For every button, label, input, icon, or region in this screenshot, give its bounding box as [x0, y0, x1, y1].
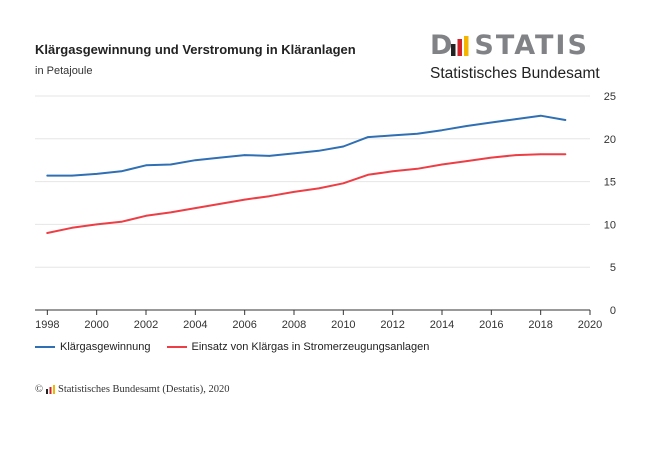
- series-2-point-2004: [194, 207, 197, 209]
- series-2-point-2012: [391, 170, 394, 173]
- x-tick-label-2018: 2018: [528, 319, 552, 331]
- series-2-point-2018: [539, 153, 542, 156]
- series-2-point-2014: [441, 163, 443, 166]
- series-2-point-2005: [219, 203, 221, 205]
- x-tick-label-2004: 2004: [183, 319, 207, 331]
- chart-subtitle: in Petajoule: [35, 65, 93, 77]
- y-tick-label-0: 0: [610, 305, 616, 317]
- series-2-point-2000: [95, 223, 98, 226]
- x-tick-label-2016: 2016: [479, 319, 503, 331]
- series-2-point-1998: [46, 232, 49, 234]
- series-2-point-2011: [367, 173, 369, 176]
- y-tick-label-20: 20: [604, 134, 616, 146]
- logo-bar-red: [457, 39, 462, 56]
- x-tick-label-2006: 2006: [232, 319, 256, 331]
- series-2-point-1999: [71, 227, 73, 229]
- legend-swatch-series-2: [166, 346, 187, 348]
- series-1-point-2008: [293, 152, 295, 155]
- logo-wordmark: D STATIS: [430, 30, 589, 61]
- logo-flag-bars-icon: [451, 36, 469, 56]
- x-tick-label-2002: 2002: [134, 319, 158, 331]
- logo-bar-black: [451, 44, 456, 56]
- series-2-point-2003: [169, 211, 172, 214]
- destatis-logo: D STATIS Statistisches Bundesamt: [430, 30, 600, 86]
- y-tick-label-25: 25: [604, 91, 616, 103]
- series-1-point-2003: [169, 163, 172, 166]
- series-line-2: [46, 153, 567, 234]
- mini-logo-bars-icon: [45, 385, 55, 394]
- series-1-point-2004: [194, 159, 197, 161]
- chart-title: Klärgasgewinnung und Verstromung in Klär…: [35, 42, 356, 57]
- source-text: Statistisches Bundesamt (Destatis), 2020: [57, 384, 230, 395]
- series-2-point-2002: [145, 215, 147, 217]
- series-1-point-1998: [46, 174, 49, 177]
- logo-bar-gold: [464, 36, 469, 56]
- series-1-point-2013: [416, 132, 419, 135]
- mini-bar-red: [49, 387, 52, 394]
- series-1-point-2009: [317, 149, 320, 152]
- y-tick-label-15: 15: [604, 177, 616, 189]
- y-tick-label-10: 10: [604, 219, 616, 231]
- series-1-point-2001: [120, 170, 123, 173]
- series-2-point-2017: [515, 154, 517, 156]
- series-2-point-2015: [465, 160, 468, 162]
- series-1-point-2010: [342, 145, 345, 148]
- x-tick-label-2008: 2008: [282, 319, 306, 331]
- x-tick-label-2012: 2012: [380, 319, 404, 331]
- mini-bar-gold: [52, 385, 55, 394]
- x-tick-label-2020: 2020: [578, 319, 602, 331]
- series-2-point-2010: [342, 182, 345, 185]
- series-2-point-2008: [293, 191, 295, 193]
- source-note: © Statistisches Bundesamt (Destatis), 20…: [35, 384, 229, 395]
- series-1-point-2011: [367, 136, 369, 138]
- series-line-1: [46, 114, 567, 177]
- x-tick-label-2014: 2014: [430, 319, 454, 331]
- legend-label-series-1: Klärgasgewinnung: [60, 341, 151, 353]
- series-1-point-1999: [71, 174, 73, 177]
- series-1-point-2005: [219, 156, 221, 159]
- x-tick-label-2010: 2010: [331, 319, 355, 331]
- x-tick-label-2000: 2000: [84, 319, 108, 331]
- legend-swatch-series-1: [35, 346, 55, 348]
- series-2-point-2007: [268, 195, 271, 197]
- legend-item-series-2: Einsatz von Klärgas in Stromerzeugungsan…: [166, 341, 430, 353]
- logo-tagline: Statistisches Bundesamt: [430, 65, 600, 82]
- series-1-point-2016: [490, 121, 493, 124]
- series-1-point-2017: [515, 118, 517, 120]
- series-1-point-2014: [441, 129, 443, 132]
- series-2-point-2006: [243, 198, 246, 201]
- series-2-point-2019: [564, 153, 567, 156]
- legend-label-series-2: Einsatz von Klärgas in Stromerzeugungsan…: [191, 341, 430, 353]
- series-1-point-2007: [268, 155, 271, 157]
- x-tick-label-1998: 1998: [35, 319, 59, 331]
- legend-item-series-1: Klärgasgewinnung: [35, 341, 151, 353]
- copyright-symbol: ©: [35, 384, 43, 395]
- series-1-point-2000: [95, 173, 98, 175]
- chart-legend: Klärgasgewinnung Einsatz von Klärgas in …: [35, 341, 445, 353]
- mini-bar-black: [45, 389, 48, 394]
- y-tick-label-5: 5: [610, 262, 616, 274]
- series-1-point-2002: [145, 164, 147, 167]
- series-1-point-2012: [391, 134, 394, 137]
- series-2-point-2016: [490, 156, 493, 159]
- logo-wordmark-right: STATIS: [474, 30, 589, 61]
- series-2-point-2009: [317, 187, 320, 190]
- series-1-point-2018: [539, 114, 542, 117]
- logo-wordmark-left: D: [430, 30, 455, 61]
- series-2-point-2001: [120, 221, 123, 223]
- series-1-point-2019: [564, 119, 567, 121]
- series-2-point-2013: [416, 167, 419, 170]
- series-1-point-2015: [465, 125, 468, 127]
- series-1-point-2006: [243, 154, 246, 156]
